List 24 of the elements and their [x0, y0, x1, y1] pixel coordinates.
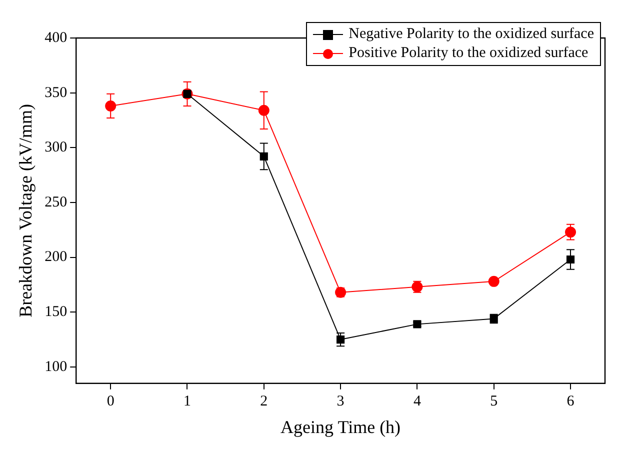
y-tick-label: 400	[44, 30, 68, 46]
point	[258, 104, 270, 116]
point	[565, 226, 576, 238]
y-tick-label: 250	[44, 194, 68, 210]
x-tick-label: 6	[566, 393, 575, 410]
y-axis-title: Breakdown Voltage (kV/mm)	[16, 104, 36, 318]
point	[105, 100, 116, 112]
y-tick-label: 200	[44, 249, 68, 266]
y-tick-label: 100	[44, 358, 68, 375]
x-tick-label: 3	[336, 393, 344, 410]
legend-label: Negative Polarity to the oxidized surface	[348, 25, 594, 44]
y-tick-label: 300	[44, 140, 68, 156]
y-tick-label: 150	[44, 304, 68, 320]
point	[488, 276, 500, 287]
legend-label: Positive Polarity to the oxidized surface	[348, 44, 588, 63]
x-tick-label: 4	[413, 393, 422, 410]
x-tick-label: 0	[106, 393, 114, 410]
x-axis-title: Ageing Time (h)	[280, 416, 401, 437]
y-tick-label: 350	[44, 84, 68, 101]
x-tick-label: 1	[183, 393, 191, 410]
x-tick-label: 2	[260, 393, 268, 410]
point	[260, 152, 268, 160]
x-tick-label: 5	[490, 393, 498, 410]
point	[566, 255, 575, 264]
